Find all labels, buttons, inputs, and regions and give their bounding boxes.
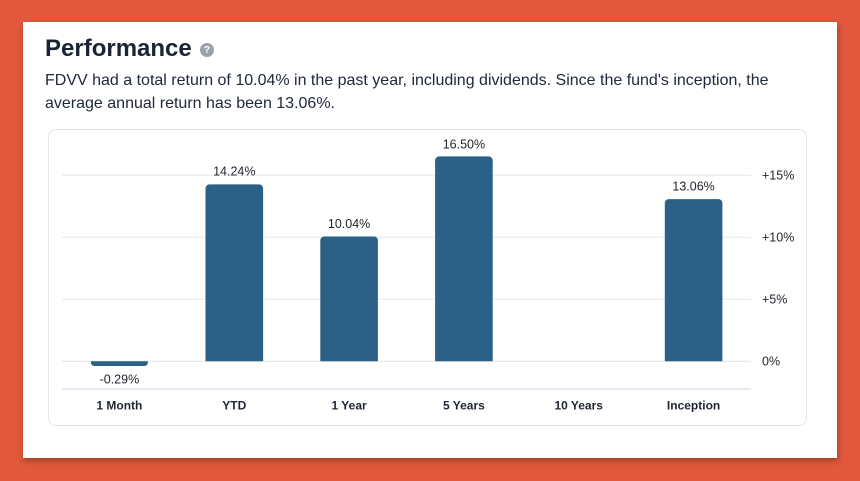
svg-text:1 Month: 1 Month [96, 398, 142, 412]
svg-text:Inception: Inception [667, 398, 720, 412]
svg-text:+10%: +10% [762, 231, 794, 245]
svg-text:10.04%: 10.04% [328, 217, 370, 231]
svg-text:-0.29%: -0.29% [100, 373, 140, 387]
svg-text:+15%: +15% [762, 169, 794, 183]
svg-text:5 Years: 5 Years [443, 398, 485, 412]
svg-text:YTD: YTD [222, 398, 246, 412]
svg-text:14.24%: 14.24% [213, 165, 255, 179]
svg-text:1 Year: 1 Year [332, 398, 367, 412]
svg-text:16.50%: 16.50% [443, 137, 485, 151]
svg-text:10 Years: 10 Years [554, 398, 603, 412]
svg-text:0%: 0% [762, 355, 780, 369]
svg-text:13.06%: 13.06% [672, 180, 714, 194]
svg-text:+5%: +5% [762, 293, 787, 307]
